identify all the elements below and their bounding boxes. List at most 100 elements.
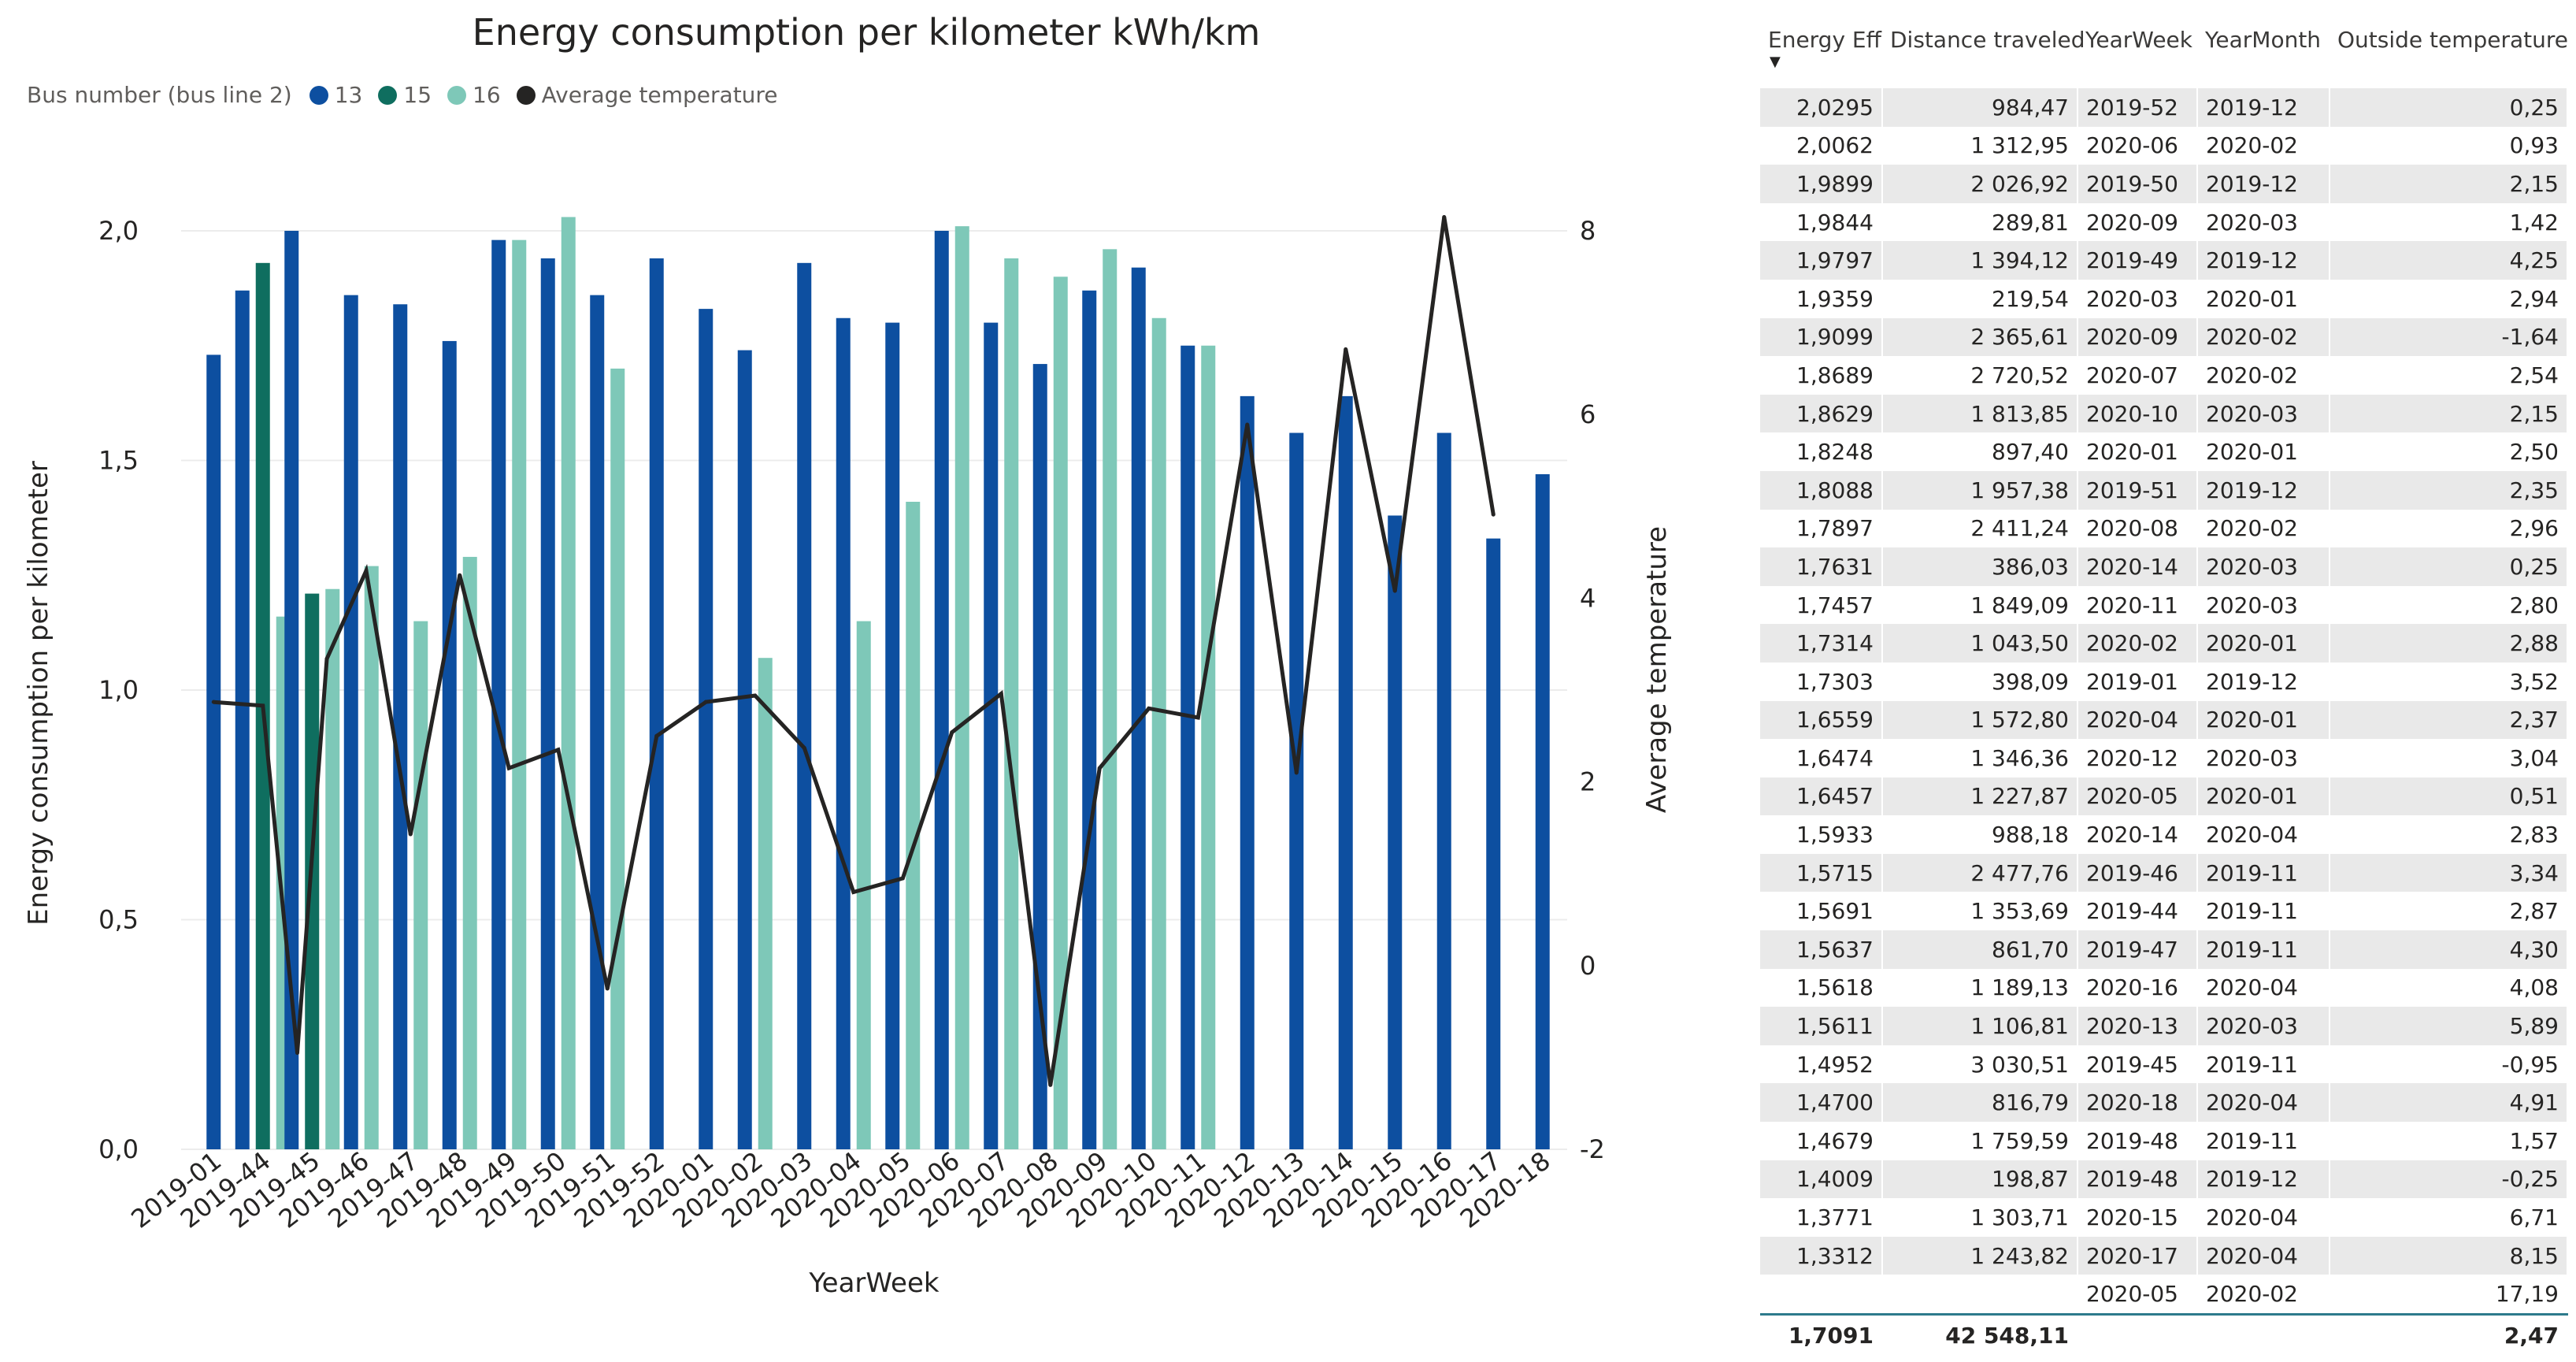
table-row[interactable]: 1,6474 1 346,36 2020-12 2020-03 3,04 [1760,739,2568,777]
temperature-point[interactable] [1097,766,1102,770]
table-row[interactable]: 1,3771 1 303,71 2020-15 2020-04 6,71 [1760,1198,2568,1237]
table-row[interactable]: 1,8629 1 813,85 2020-10 2020-03 2,15 [1760,394,2568,433]
bar-series-13[interactable] [393,304,408,1149]
table-row[interactable]: 1,8248 897,40 2020-01 2020-01 2,50 [1760,432,2568,471]
bar-series-16[interactable] [758,658,773,1149]
bar-series-13[interactable] [442,340,457,1149]
bar-series-13[interactable] [737,350,752,1150]
column-header-outside-temperature[interactable]: Outside temperature [2337,27,2569,53]
bar-series-16[interactable] [512,239,527,1149]
bar-series-13[interactable] [1240,395,1255,1149]
temperature-point[interactable] [506,766,511,770]
bar-series-13[interactable] [649,258,664,1150]
table-row[interactable]: 1,4009 198,87 2019-48 2019-12 -0,25 [1760,1160,2568,1199]
table-row[interactable]: 1,7303 398,09 2019-01 2019-12 3,52 [1760,662,2568,701]
temperature-point[interactable] [261,703,265,708]
temperature-point[interactable] [802,745,806,750]
bar-series-13[interactable] [590,295,605,1149]
bar-series-13[interactable] [1082,290,1097,1149]
column-header-yearweek[interactable]: YearWeek [2085,27,2192,53]
bar-series-13[interactable] [1388,515,1403,1149]
bar-series-13[interactable] [885,322,900,1150]
temperature-point[interactable] [753,693,758,698]
table-row[interactable]: 1,5637 861,70 2019-47 2019-11 4,30 [1760,930,2568,969]
bar-series-13[interactable] [1436,432,1451,1149]
table-row[interactable]: 1,4700 816,79 2020-18 2020-04 4,91 [1760,1083,2568,1123]
column-header-yearmonth[interactable]: YearMonth [2205,27,2322,53]
bar-series-16[interactable] [1201,345,1216,1149]
table-row[interactable]: 1,9797 1 394,12 2019-49 2019-12 4,25 [1760,241,2568,280]
table-row[interactable]: 1,9844 289,81 2020-09 2020-03 1,42 [1760,202,2568,242]
temperature-point[interactable] [408,832,413,837]
table-row[interactable]: 1,5611 1 106,81 2020-13 2020-03 5,89 [1760,1007,2568,1045]
table-row[interactable]: 1,9359 219,54 2020-03 2020-01 2,94 [1760,279,2568,318]
bar-series-16[interactable] [462,556,477,1149]
table-row[interactable]: 2,0295 984,47 2019-52 2019-12 0,25 [1760,88,2568,127]
temperature-point[interactable] [1245,422,1250,427]
temperature-point[interactable] [1195,715,1200,720]
table-row[interactable]: 1,5715 2 477,76 2019-46 2019-11 3,34 [1760,853,2568,893]
temperature-point[interactable] [364,568,369,573]
temperature-point[interactable] [703,700,708,704]
bar-series-16[interactable] [413,621,428,1149]
bar-series-16[interactable] [1004,258,1019,1150]
temperature-point[interactable] [1048,1082,1053,1087]
bar-series-13[interactable] [206,354,221,1149]
legend-item-15[interactable]: 15 [378,82,432,108]
table-row[interactable]: 1,3312 1 243,82 2020-17 2020-04 8,15 [1760,1236,2568,1275]
bar-series-13[interactable] [343,295,358,1149]
table-row[interactable]: 1,4952 3 030,51 2019-45 2019-11 -0,95 [1760,1045,2568,1084]
bar-series-13[interactable] [984,322,999,1150]
temperature-point[interactable] [1442,215,1447,220]
bar-series-13[interactable] [699,309,713,1149]
temperature-point[interactable] [851,890,856,895]
table-row[interactable]: 1,8689 2 720,52 2020-07 2020-02 2,54 [1760,356,2568,395]
bar-series-13[interactable] [540,258,555,1150]
legend-item-13[interactable]: 13 [309,82,362,108]
bar-series-13[interactable] [1338,395,1353,1149]
table-row[interactable]: 1,9099 2 365,61 2020-09 2020-02 -1,64 [1760,317,2568,357]
bar-series-13[interactable] [1181,345,1195,1149]
bar-series-13[interactable] [836,317,851,1149]
bar-series-16[interactable] [610,368,625,1149]
sort-descending-icon[interactable]: ▼ [1770,54,1781,70]
table-row[interactable]: 2020-05 2020-02 17,19 [1760,1275,2568,1315]
bar-series-13[interactable] [1486,538,1501,1149]
bar-series-13[interactable] [284,231,299,1149]
temperature-line[interactable] [213,217,1496,1086]
table-row[interactable]: 1,7314 1 043,50 2020-02 2020-01 2,88 [1760,624,2568,662]
temperature-point[interactable] [295,1051,299,1056]
bar-series-16[interactable] [1103,249,1118,1149]
table-row[interactable]: 1,7631 386,03 2020-14 2020-03 0,25 [1760,547,2568,586]
bar-series-16[interactable] [954,226,969,1149]
table-row[interactable]: 1,6457 1 227,87 2020-05 2020-01 0,51 [1760,777,2568,816]
table-row[interactable]: 1,9899 2 026,92 2019-50 2019-12 2,15 [1760,165,2568,203]
bar-series-16[interactable] [906,501,921,1149]
bar-series-16[interactable] [856,621,871,1149]
temperature-point[interactable] [1294,770,1299,775]
temperature-point[interactable] [605,986,610,991]
temperature-point[interactable] [1147,706,1151,711]
table-row[interactable]: 1,5618 1 189,13 2020-16 2020-04 4,08 [1760,968,2568,1008]
bar-series-16[interactable] [1151,317,1166,1149]
table-row[interactable]: 1,7457 1 849,09 2020-11 2020-03 2,80 [1760,585,2568,625]
table-row[interactable]: 1,5691 1 353,69 2019-44 2019-11 2,87 [1760,892,2568,931]
table-row[interactable]: 2,0062 1 312,95 2020-06 2020-02 0,93 [1760,126,2568,165]
bar-series-13[interactable] [1535,473,1550,1149]
bar-series-16[interactable] [1053,276,1068,1149]
bar-series-13[interactable] [1131,267,1146,1149]
bar-series-13[interactable] [934,231,949,1149]
column-header-distance-traveled[interactable]: Distance traveled [1890,27,2085,53]
temperature-point[interactable] [1392,588,1397,593]
temperature-point[interactable] [999,692,1003,696]
temperature-point[interactable] [458,573,462,577]
temperature-point[interactable] [211,700,216,704]
table-row[interactable]: 1,7897 2 411,24 2020-08 2020-02 2,96 [1760,509,2568,548]
bar-series-16[interactable] [561,217,576,1149]
temperature-point[interactable] [324,656,329,661]
table-row[interactable]: 1,8088 1 957,38 2019-51 2019-12 2,35 [1760,470,2568,510]
table-row[interactable]: 1,6559 1 572,80 2020-04 2020-01 2,37 [1760,700,2568,740]
bar-series-13[interactable] [235,290,250,1149]
legend-item-average-temperature[interactable]: Average temperature [516,82,778,108]
bar-series-13[interactable] [1032,364,1047,1149]
